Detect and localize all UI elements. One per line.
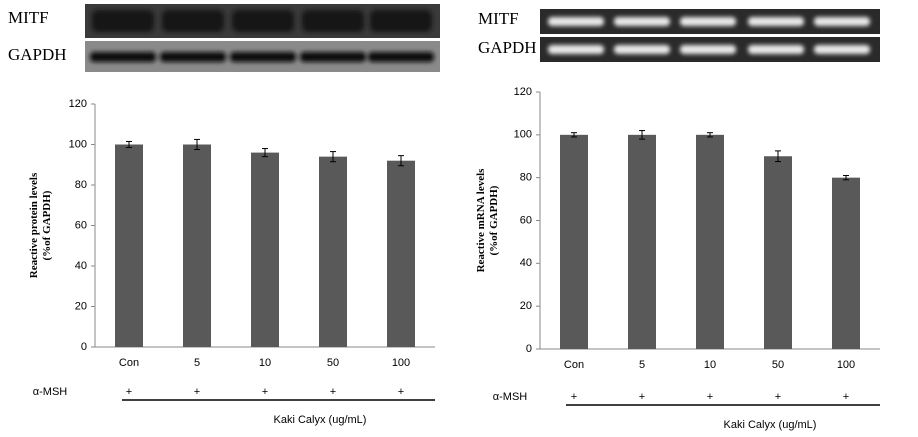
y-tick-label: 120 (514, 86, 532, 98)
bar (387, 160, 415, 347)
treatment-mark: + (262, 386, 268, 398)
blot-label: MITF (8, 8, 49, 27)
x-tick-label: Con (564, 359, 584, 371)
y-axis-label-line: Reactive protein levels (28, 172, 40, 278)
treatment-mark: + (639, 391, 645, 403)
bar (115, 144, 143, 347)
bar (764, 156, 792, 349)
treatment-mark: + (843, 391, 849, 403)
pcr-gel (540, 9, 880, 62)
treatment-mark: + (398, 386, 404, 398)
treatment-mark: + (775, 391, 781, 403)
x-tick-label: 50 (772, 359, 784, 371)
y-tick-label: 0 (81, 341, 87, 353)
treatment-mark: + (126, 386, 132, 398)
y-tick-label: 100 (514, 129, 532, 141)
western-blot (85, 4, 440, 72)
x-tick-label: Con (119, 357, 139, 369)
bar (696, 134, 724, 349)
y-tick-label: 100 (69, 138, 87, 150)
bar (832, 177, 860, 349)
treatment-mark: + (194, 386, 200, 398)
y-tick-label: 40 (520, 257, 532, 269)
y-tick-label: 60 (75, 219, 87, 231)
x-tick-label: 50 (327, 357, 339, 369)
treatment-mark: + (571, 391, 577, 403)
bar (319, 156, 347, 347)
bar (628, 134, 656, 349)
blot-label: MITF (478, 9, 519, 28)
y-tick-label: 20 (520, 300, 532, 312)
bar (183, 144, 211, 347)
y-tick-label: 40 (75, 260, 87, 272)
y-axis-label-line: (%of GAPDH) (488, 185, 500, 255)
x-axis-label: Kaki Calyx (ug/mL) (724, 419, 817, 431)
treatment-label: α-MSH (493, 391, 528, 403)
y-tick-label: 0 (526, 343, 532, 355)
x-tick-label: 100 (392, 357, 410, 369)
bar (560, 134, 588, 349)
x-tick-label: 5 (194, 357, 200, 369)
blot-label: GAPDH (478, 38, 537, 57)
x-tick-label: 10 (704, 359, 716, 371)
x-axis-label: Kaki Calyx (ug/mL) (274, 414, 367, 426)
y-axis-label-line: Reactive mRNA levels (475, 168, 487, 273)
x-tick-label: 100 (837, 359, 855, 371)
blot-label: GAPDH (8, 45, 67, 64)
y-axis-label: Reactive mRNA levels(%of GAPDH) (475, 168, 500, 273)
y-axis-label-line: (%of GAPDH) (41, 190, 53, 260)
treatment-label: α-MSH (33, 386, 68, 398)
treatment-mark: + (330, 386, 336, 398)
y-tick-label: 60 (520, 214, 532, 226)
y-tick-label: 80 (75, 179, 87, 191)
x-tick-label: 10 (259, 357, 271, 369)
y-tick-label: 120 (69, 98, 87, 110)
y-tick-label: 80 (520, 172, 532, 184)
bar (251, 152, 279, 347)
y-axis-label: Reactive protein levels(%of GAPDH) (28, 172, 53, 278)
y-tick-label: 20 (75, 300, 87, 312)
x-tick-label: 5 (639, 359, 645, 371)
treatment-mark: + (707, 391, 713, 403)
